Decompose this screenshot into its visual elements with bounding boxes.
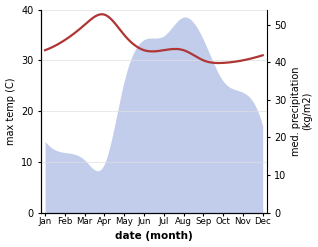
- X-axis label: date (month): date (month): [115, 231, 193, 242]
- Y-axis label: med. precipitation
(kg/m2): med. precipitation (kg/m2): [291, 66, 313, 156]
- Y-axis label: max temp (C): max temp (C): [5, 77, 16, 145]
